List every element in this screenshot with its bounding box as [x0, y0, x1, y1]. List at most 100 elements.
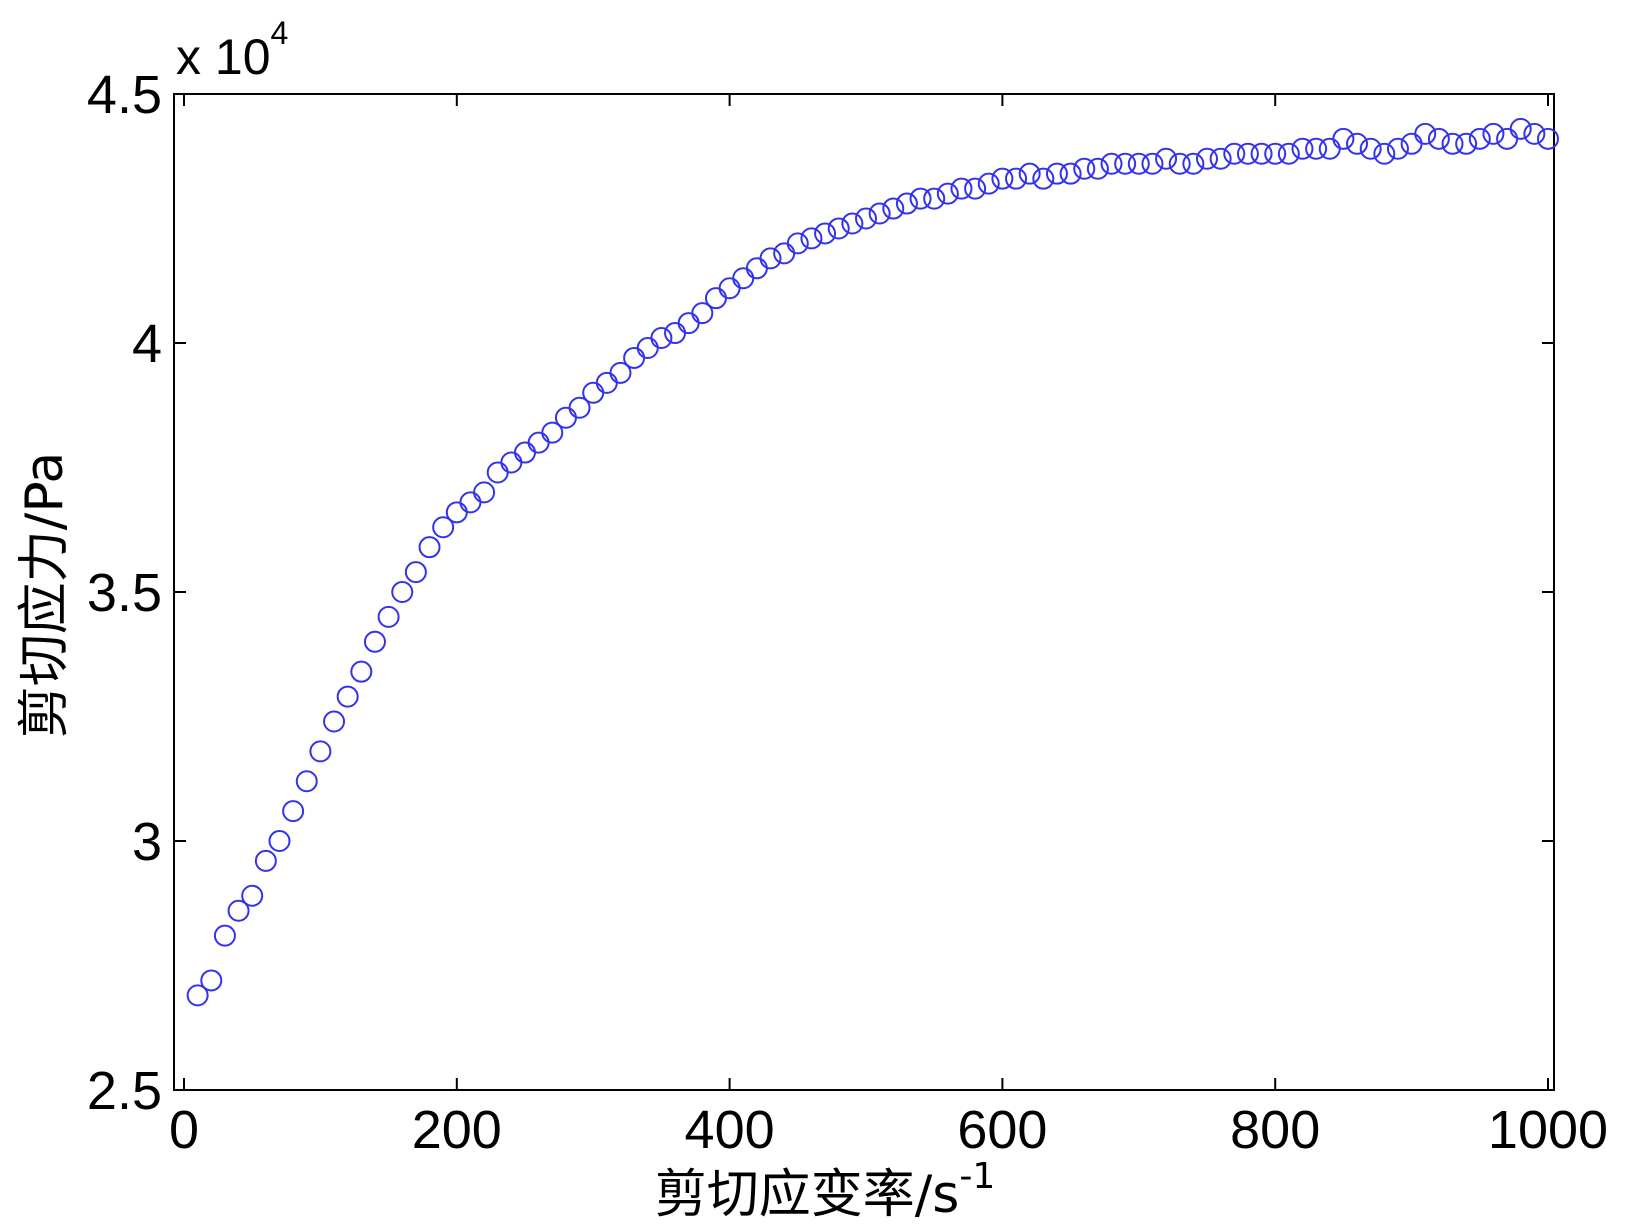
x-tick-label: 200 [412, 1100, 502, 1160]
y-multiplier: x 104 [176, 15, 288, 85]
data-point [1100, 152, 1123, 175]
x-tick-label: 1000 [1488, 1100, 1608, 1160]
data-point [1414, 122, 1437, 145]
data-point [582, 381, 605, 404]
data-point [1482, 122, 1505, 145]
data-point [759, 247, 782, 270]
data-point [595, 371, 618, 394]
data-point [1427, 127, 1450, 150]
data-point [527, 431, 550, 454]
x-axis-label-superscript: -1 [959, 1156, 995, 1197]
data-point [1264, 142, 1287, 165]
data-point [964, 177, 987, 200]
data-point [623, 346, 646, 369]
data-point [1332, 127, 1355, 150]
data-point [704, 287, 727, 310]
y-tick-label: 4.5 [87, 65, 162, 125]
data-point [732, 267, 755, 290]
y-tick-label: 4 [132, 314, 162, 374]
data-point [923, 187, 946, 210]
data-point [1318, 137, 1341, 160]
data-point [1509, 117, 1532, 140]
data-point [568, 396, 591, 419]
y-axis-label: 剪切应力/Pa [15, 452, 75, 738]
y-tick-label: 3 [132, 812, 162, 872]
data-point [1196, 147, 1218, 170]
data-point [200, 969, 223, 992]
data-point [773, 242, 796, 265]
data-points [186, 117, 1559, 1007]
data-point [282, 800, 305, 823]
y-multiplier-exponent: 4 [271, 15, 289, 51]
data-point [377, 605, 400, 628]
data-point [827, 217, 850, 240]
data-point [186, 984, 209, 1007]
data-point [1346, 132, 1369, 155]
data-point [432, 516, 455, 539]
data-point [1441, 132, 1464, 155]
data-point [350, 660, 373, 683]
x-tick-label: 600 [957, 1100, 1047, 1160]
data-point [1059, 162, 1082, 185]
data-point [323, 710, 346, 733]
data-point [1182, 152, 1205, 175]
data-point [745, 257, 768, 280]
y-multiplier-base: x 10 [176, 29, 271, 85]
data-point [213, 924, 236, 947]
data-point [1155, 147, 1178, 170]
data-point [950, 177, 973, 200]
data-point [786, 232, 809, 255]
data-point [1018, 162, 1041, 185]
x-tick-label: 800 [1230, 1100, 1320, 1160]
data-point [554, 406, 577, 429]
data-point [814, 222, 837, 245]
data-point [1073, 157, 1096, 180]
y-tick-label: 3.5 [87, 563, 162, 623]
data-point [227, 899, 250, 922]
data-point [868, 202, 891, 225]
data-point [541, 421, 564, 444]
data-point [1496, 127, 1519, 150]
x-axis-label-main: 剪切应变率/s [655, 1165, 960, 1225]
data-point [841, 212, 864, 235]
data-point [1400, 132, 1423, 155]
data-point [418, 536, 441, 559]
data-point [1141, 152, 1164, 175]
data-point [909, 187, 932, 210]
data-point [1114, 152, 1137, 175]
y-tick-label: 2.5 [87, 1061, 162, 1121]
x-tick-label: 0 [169, 1100, 199, 1160]
data-point [677, 312, 700, 335]
plot-frame [173, 93, 1555, 1091]
data-point [1468, 127, 1491, 150]
data-point [1086, 157, 1109, 180]
x-axis-label: 剪切应变率/s-1 [655, 1156, 996, 1225]
data-point [977, 172, 1000, 195]
data-point [636, 336, 659, 359]
data-point [391, 581, 414, 603]
data-point [363, 630, 386, 653]
data-point [718, 277, 741, 300]
data-point [309, 740, 332, 763]
data-point [882, 197, 905, 220]
data-point [936, 182, 959, 205]
data-point [1032, 167, 1055, 190]
data-point [473, 481, 496, 504]
data-point [500, 451, 523, 474]
data-point [1359, 137, 1382, 160]
data-point [800, 227, 823, 250]
data-point [1537, 127, 1559, 150]
axis-ticks: 0 200 400 600 800 1000 2.5 3 3.5 4 4.5 [87, 65, 1608, 1160]
data-point [295, 770, 318, 793]
data-point [1045, 162, 1068, 185]
data-point [1005, 167, 1028, 190]
data-point [1305, 137, 1328, 160]
data-point [254, 849, 277, 872]
data-point [404, 561, 427, 584]
data-point [486, 461, 509, 484]
data-point [895, 192, 918, 215]
data-point [1236, 142, 1259, 165]
data-point [336, 685, 359, 708]
data-point [609, 361, 632, 384]
data-point [650, 327, 673, 350]
